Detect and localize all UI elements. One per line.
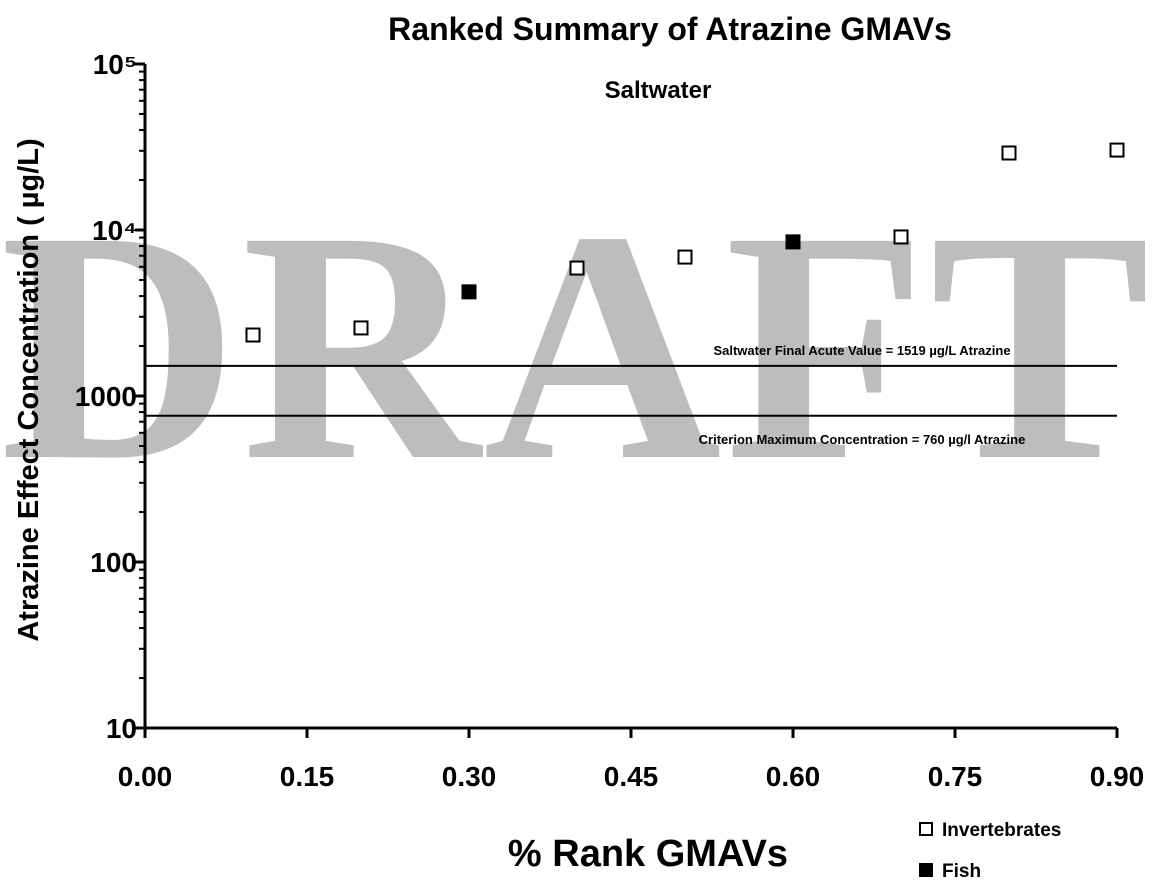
point xyxy=(677,249,693,265)
y-tick-label: 100 xyxy=(90,547,137,578)
chart-subtitle: Saltwater xyxy=(605,77,712,104)
x-tick-label: 0.60 xyxy=(766,761,821,792)
point xyxy=(569,260,585,276)
y-axis-label: Atrazine Effect Concentration ( µg/L) xyxy=(13,138,45,641)
point xyxy=(1001,145,1017,161)
point xyxy=(893,229,909,245)
x-tick-label: 0.90 xyxy=(1090,761,1145,792)
y-tick-label: 10 xyxy=(106,713,137,744)
legend-marker xyxy=(919,822,933,836)
point xyxy=(1109,142,1125,158)
y-tick-label: 10⁵ xyxy=(93,49,137,80)
chart-title: Ranked Summary of Atrazine GMAVs xyxy=(388,11,952,47)
legend-marker xyxy=(919,863,933,877)
x-tick-label: 0.30 xyxy=(442,761,497,792)
x-tick-label: 0.45 xyxy=(604,761,659,792)
y-tick-label: 10⁴ xyxy=(92,215,137,246)
watermark: DRAFT xyxy=(0,164,1150,529)
point xyxy=(353,320,369,336)
x-tick-label: 0.00 xyxy=(118,761,173,792)
point xyxy=(785,234,801,250)
reference-label: Criterion Maximum Concentration = 760 µg… xyxy=(699,432,1026,447)
x-axis-label: % Rank GMAVs xyxy=(508,833,788,875)
y-tick-label: 1000 xyxy=(75,381,137,412)
x-tick-label: 0.75 xyxy=(928,761,983,792)
x-tick-label: 0.15 xyxy=(280,761,335,792)
point xyxy=(245,327,261,343)
point xyxy=(461,284,477,300)
reference-label: Saltwater Final Acute Value = 1519 µg/L … xyxy=(713,343,1010,358)
legend-label: Fish xyxy=(942,861,981,882)
legend-label: Invertebrates xyxy=(942,820,1061,841)
